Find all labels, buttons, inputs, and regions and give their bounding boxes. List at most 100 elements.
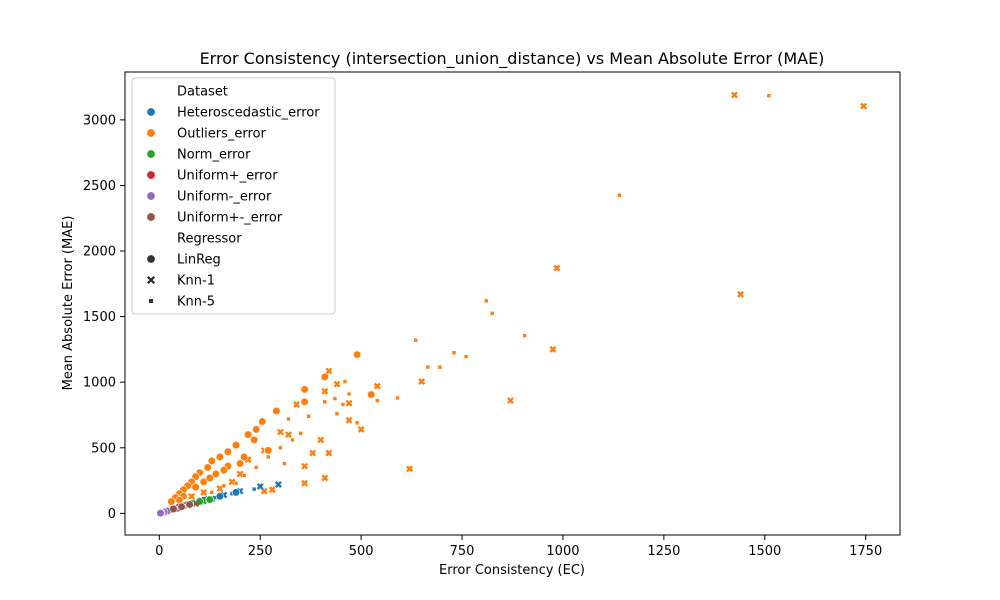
data-point [285,431,292,439]
data-point [236,470,244,478]
data-point [309,449,317,457]
data-point [300,397,309,406]
data-point [215,452,224,462]
data-point [549,345,557,353]
y-axis-ticks: 0 500 1000 1500 2000 2500 3000 [83,113,125,522]
data-point [239,452,249,462]
data-point [264,446,273,455]
data-point [860,102,868,110]
data-point [463,354,469,359]
legend-marker [148,298,154,304]
data-point [156,508,165,518]
data-point [266,454,271,460]
x-tick-label: 750 [450,544,475,559]
data-point [219,465,228,475]
x-tick-label: 1250 [647,544,680,559]
legend-box [131,77,336,315]
chart-title: Error Consistency (intersection_union_di… [200,49,825,69]
data-point [406,465,414,473]
data-point [244,430,253,439]
x-tick-label: 1000 [546,544,579,559]
legend-marker [146,149,156,159]
data-point [241,473,247,478]
legend-marker [146,128,156,138]
data-point [223,447,233,456]
data-point [766,93,771,98]
data-point [209,490,214,495]
data-point [325,449,333,457]
data-point [169,504,178,514]
data-point [256,483,264,490]
data-point [737,290,745,298]
y-tick-label: 1500 [83,310,116,325]
x-tick-label: 1500 [748,544,781,559]
x-axis-ticks: 0 250 500 750 1000 1250 1500 1750 [155,535,882,559]
data-point [342,379,348,384]
data-point [367,390,376,399]
legend-label: Uniform+_error [177,169,278,184]
data-point [507,397,514,405]
data-point [258,417,267,426]
data-point [332,396,338,401]
legend-marker [146,191,156,201]
x-tick-label: 500 [349,544,374,559]
data-point [321,387,329,395]
data-point [731,91,738,99]
data-point [301,479,309,487]
data-point [317,436,325,444]
data-point [185,500,194,509]
data-point [216,484,224,492]
data-point [484,298,489,303]
data-point [490,311,495,316]
data-point [395,395,400,401]
y-tick-label: 2000 [83,245,116,260]
data-point [345,399,353,407]
data-point [340,402,346,407]
data-points [156,91,868,518]
data-point [235,459,245,468]
x-tick-label: 0 [155,544,163,559]
data-point [322,399,327,404]
data-point [228,478,236,486]
data-point [451,350,457,355]
legend-label: Outliers_error [177,127,267,142]
data-point [205,495,214,504]
data-point [617,193,622,198]
data-point [418,378,426,385]
data-point [300,385,309,394]
legend-label: Uniform-_error [177,190,272,205]
data-point [276,428,284,436]
legend-label: Knn-1 [177,274,215,289]
legend-label: Norm_error [177,148,251,163]
x-tick-label: 1750 [849,544,882,559]
data-point [203,463,212,472]
data-point [333,380,341,388]
data-point [199,477,208,486]
data-point [221,483,227,488]
data-point [373,382,381,390]
y-tick-label: 0 [108,507,116,522]
data-point [320,372,329,382]
data-point [522,333,527,338]
y-axis-label: Mean Absolute Error (MAE) [61,216,76,391]
data-point [282,461,287,466]
data-point [188,492,196,500]
legend-label: LinReg [177,253,221,268]
data-point [306,414,311,419]
data-point [413,338,418,343]
data-point [298,431,303,436]
legend-label: Knn-5 [177,295,215,310]
legend-marker [146,275,156,285]
data-point [252,425,261,434]
data-point [321,474,329,482]
data-point [233,481,239,486]
legend-label: Heteroscedastic_error [177,106,320,121]
y-tick-label: 3000 [83,113,116,128]
legend-title-regressor: Regressor [177,232,242,247]
data-point [345,416,353,424]
data-point [437,364,442,370]
data-point [177,502,186,511]
data-point [191,483,200,492]
data-point [334,411,340,416]
data-point [278,445,283,450]
